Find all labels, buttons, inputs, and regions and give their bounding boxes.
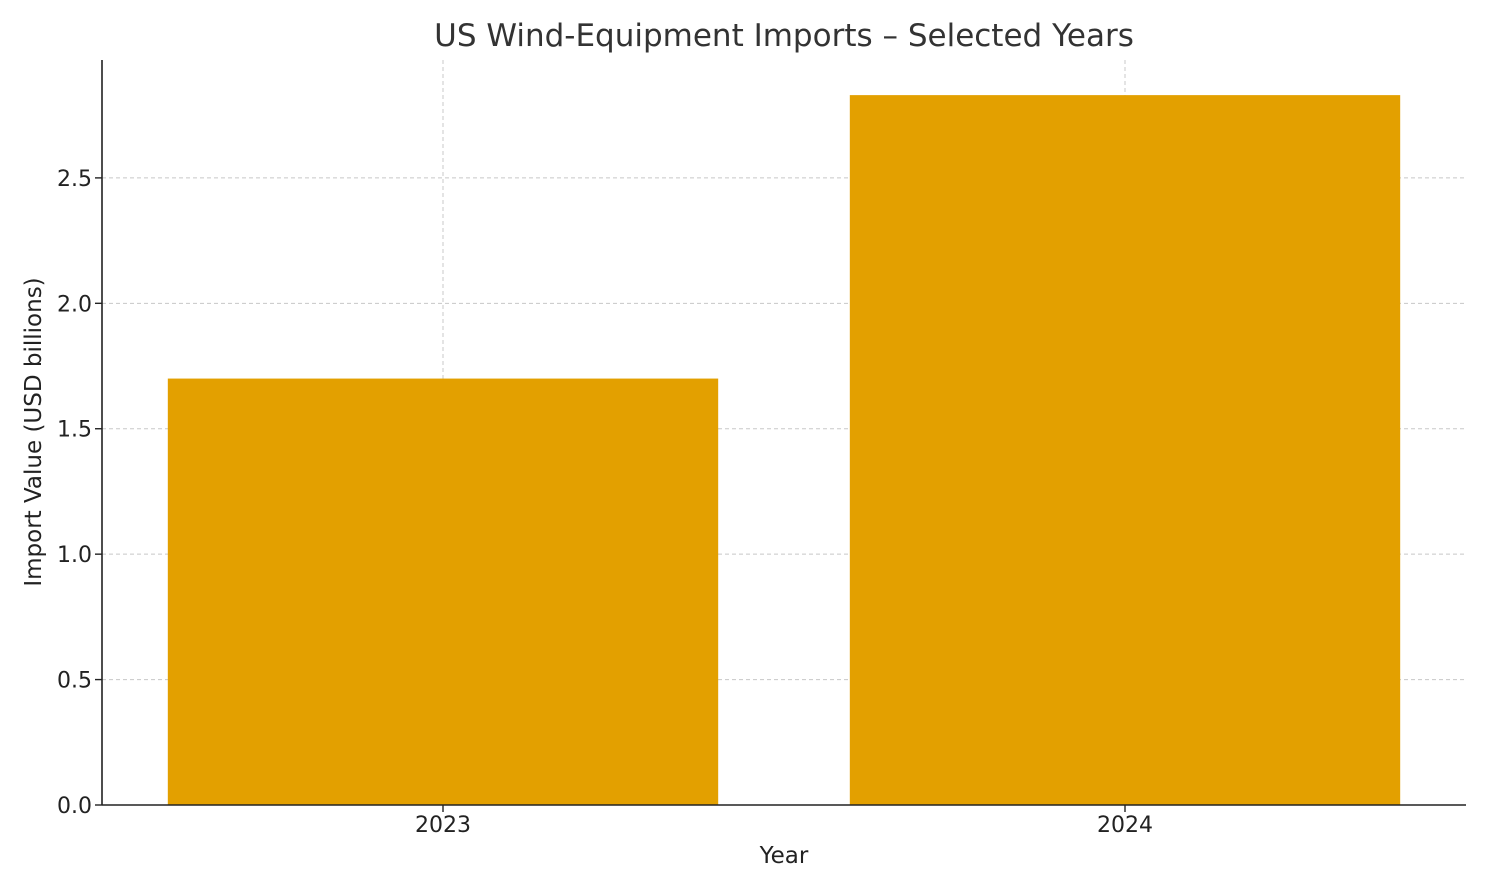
x-tick-label: 2023 [415,813,471,838]
y-tick-label: 1.5 [57,418,92,443]
y-axis-label: Import Value (USD billions) [21,277,47,586]
x-tick-label: 2024 [1097,813,1153,838]
bar-2024 [849,95,1401,805]
axes [101,60,1466,806]
y-tick-label: 0.5 [57,669,92,694]
ticks: 0.0 0.5 1.0 1.5 2.0 2.5 2023 2024 [57,167,1153,838]
chart-title: US Wind-Equipment Imports – Selected Yea… [434,18,1134,54]
y-tick-label: 0.0 [57,794,92,819]
bar-2023 [167,378,719,805]
x-axis-label: Year [759,843,809,869]
y-tick-label: 2.0 [57,292,92,317]
bars [167,95,1401,805]
y-tick-label: 1.0 [57,543,92,568]
y-tick-label: 2.5 [57,167,92,192]
